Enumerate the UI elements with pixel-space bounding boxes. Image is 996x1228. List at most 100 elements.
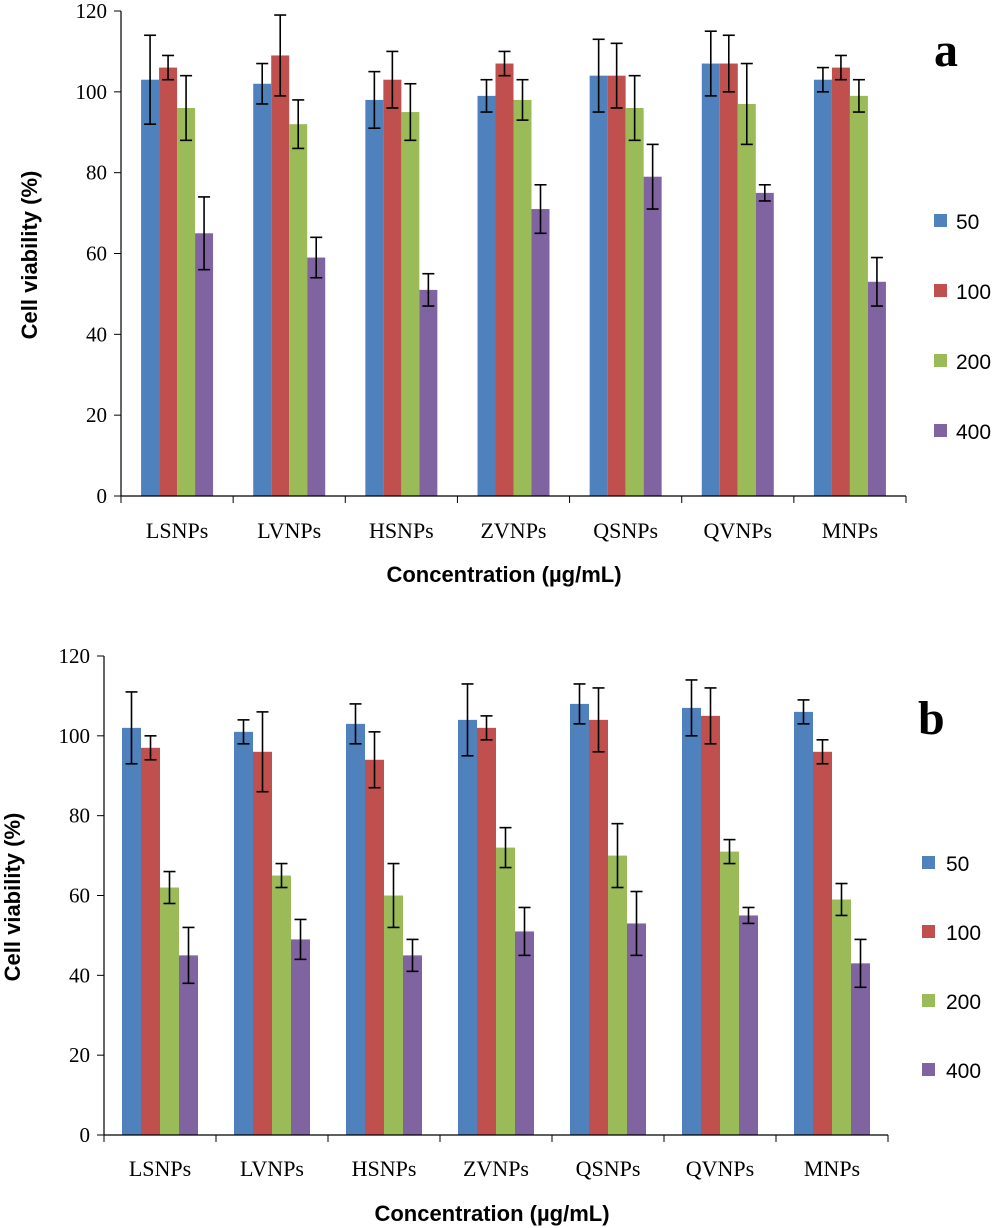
bar-lvnps-100	[253, 752, 272, 1135]
bar-qsnps-100	[589, 720, 608, 1135]
y-tick-label: 80	[86, 161, 107, 185]
x-tick-label-qsnps: QSNPs	[593, 518, 658, 543]
panel-a: a 0 20 40 60 80 100 120 LSNPs LVNPs HSNPs ZVNPs QS…	[17, 0, 991, 587]
bar-qsnps-400	[644, 177, 662, 496]
panel-label: a	[934, 24, 958, 77]
bar-zvnps-100	[477, 728, 496, 1135]
legend-swatch-100	[922, 925, 935, 938]
legend-swatch-200	[934, 354, 947, 367]
panel-label: b	[918, 692, 945, 745]
bar-qsnps-200	[626, 108, 644, 496]
x-axis-title: Concentration (µg/mL)	[386, 562, 621, 587]
bar-qsnps-50	[570, 704, 589, 1135]
legend-label-400: 400	[956, 421, 991, 444]
y-tick-label: 120	[76, 0, 108, 23]
x-tick-label-zvnps: ZVNPs	[480, 518, 546, 543]
bar-qvnps-200	[720, 852, 739, 1135]
bar-zvnps-50	[478, 96, 496, 496]
y-tick-label: 100	[59, 724, 91, 748]
bar-zvnps-200	[496, 848, 515, 1135]
bar-lvnps-50	[234, 732, 253, 1135]
x-tick-label-lvnps: LVNPs	[257, 518, 321, 543]
bar-qvnps-50	[682, 708, 701, 1135]
y-tick-label: 100	[76, 80, 108, 104]
y-tick-labels: 0 20 40 60 80 100 120	[76, 0, 108, 508]
bar-qvnps-100	[701, 716, 720, 1135]
legend-label-200: 200	[956, 351, 991, 374]
legend-label-100: 100	[946, 922, 981, 945]
bar-mnps-100	[813, 752, 832, 1135]
x-axis-title: Concentration (µg/mL)	[374, 1201, 609, 1226]
bar-lsnps-100	[141, 748, 160, 1135]
bar-lsnps-50	[141, 80, 159, 496]
bar-zvnps-50	[458, 720, 477, 1135]
legend-swatch-200	[922, 994, 935, 1007]
bars	[122, 704, 870, 1135]
bar-qvnps-400	[756, 193, 774, 496]
x-tick-label-qsnps: QSNPs	[576, 1156, 641, 1181]
bar-lvnps-200	[272, 876, 291, 1135]
y-tick-labels: 0 20 40 60 80 100 120	[59, 644, 91, 1147]
bar-lsnps-200	[177, 108, 195, 496]
bar-zvnps-100	[496, 64, 514, 496]
legend-label-400: 400	[946, 1060, 981, 1083]
bar-lsnps-200	[160, 888, 179, 1135]
y-tick-label: 20	[86, 403, 107, 427]
bar-qvnps-400	[739, 915, 758, 1135]
x-tick-label-hsnps: HSNPs	[369, 518, 434, 543]
bar-hsnps-400	[403, 955, 422, 1135]
legend-swatch-400	[934, 424, 947, 437]
y-tick-label: 40	[69, 963, 90, 987]
bar-mnps-50	[814, 80, 832, 496]
y-axis-title: Cell viability (%)	[17, 171, 42, 340]
bar-qsnps-100	[608, 76, 626, 496]
x-tick-label-mnps: MNPs	[822, 518, 878, 543]
bar-mnps-200	[850, 96, 868, 496]
y-axis-ticks	[97, 656, 104, 1135]
x-tick-label-hsnps: HSNPs	[352, 1156, 417, 1181]
legend-swatch-50	[934, 214, 947, 227]
x-tick-label-qvnps: QVNPs	[704, 518, 772, 543]
bar-mnps-400	[868, 282, 886, 496]
bar-qsnps-200	[608, 856, 627, 1135]
bar-hsnps-100	[383, 80, 401, 496]
x-tick-label-qvnps: QVNPs	[686, 1156, 754, 1181]
bar-lvnps-200	[289, 124, 307, 496]
y-axis-title: Cell viability (%)	[0, 813, 25, 982]
x-tick-label-mnps: MNPs	[804, 1156, 860, 1181]
x-tick-label-lvnps: LVNPs	[240, 1156, 304, 1181]
bar-qsnps-50	[590, 76, 608, 496]
bar-lvnps-50	[253, 84, 271, 496]
bar-qvnps-50	[702, 64, 720, 496]
y-axis-ticks	[114, 11, 121, 496]
bar-zvnps-200	[514, 100, 532, 496]
chart-figure: a 0 20 40 60 80 100 120 LSNPs LVNPs HSNPs ZVNPs QS…	[0, 0, 996, 1228]
legend-label-50: 50	[946, 853, 969, 876]
y-tick-label: 60	[69, 884, 90, 908]
bar-hsnps-50	[346, 724, 365, 1135]
y-tick-label: 0	[97, 484, 108, 508]
bar-qvnps-200	[738, 104, 756, 496]
bar-hsnps-100	[365, 760, 384, 1135]
legend-label-200: 200	[946, 991, 981, 1014]
bar-mnps-200	[832, 899, 851, 1135]
bar-lvnps-400	[307, 258, 325, 496]
bar-hsnps-200	[384, 896, 403, 1136]
bar-mnps-50	[794, 712, 813, 1135]
bar-hsnps-400	[419, 290, 437, 496]
bar-qvnps-100	[720, 64, 738, 496]
panel-b: b 0 20 40 60 80 100 120 LSNPs LVNPs HSNPs ZVNPs QS…	[0, 644, 981, 1226]
x-tick-label-lsnps: LSNPs	[129, 1156, 191, 1181]
y-tick-label: 60	[86, 242, 107, 266]
bar-hsnps-200	[401, 112, 419, 496]
bar-lsnps-400	[195, 233, 213, 496]
bar-lvnps-100	[271, 55, 289, 496]
legend: 50 100 200 400	[922, 853, 981, 1083]
x-tick-label-zvnps: ZVNPs	[463, 1156, 529, 1181]
bar-mnps-100	[832, 68, 850, 496]
legend-label-100: 100	[956, 281, 991, 304]
legend-swatch-50	[922, 856, 935, 869]
x-tick-labels: LSNPs LVNPs HSNPs ZVNPs QSNPs QVNPs MNPs	[129, 1156, 860, 1181]
x-tick-labels: LSNPs LVNPs HSNPs ZVNPs QSNPs QVNPs MNPs	[146, 518, 878, 543]
y-tick-label: 0	[80, 1123, 91, 1147]
